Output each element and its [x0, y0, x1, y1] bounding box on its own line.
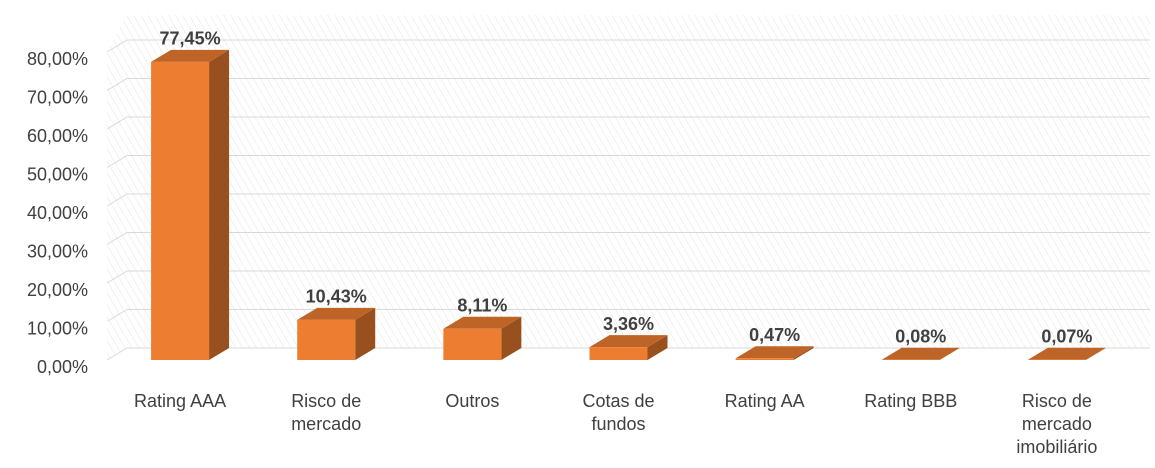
back-wall [107, 15, 1150, 360]
grid-line [106, 193, 1150, 207]
bar-side [209, 49, 230, 360]
bar [589, 335, 668, 360]
grid-line [106, 309, 1150, 322]
grid-line [106, 270, 1150, 284]
value-label: 0,47% [749, 325, 800, 345]
value-label: 77,45% [160, 29, 221, 49]
bar-side [501, 316, 522, 360]
y-tick-label: 80,00% [27, 49, 88, 69]
bar [1027, 347, 1106, 360]
bar-side [355, 307, 376, 360]
value-label: 0,07% [1041, 326, 1092, 346]
bar-front [735, 358, 794, 360]
bar-top [151, 49, 230, 62]
y-tick-label: 20,00% [27, 280, 88, 300]
y-tick-label: 40,00% [27, 203, 88, 223]
grid-line [106, 232, 1150, 245]
y-tick-label: 30,00% [27, 241, 88, 261]
value-label: 3,36% [603, 314, 654, 334]
bar-top [589, 335, 668, 348]
bar-front [443, 328, 502, 360]
value-label: 8,11% [457, 296, 507, 316]
bar-side [647, 335, 668, 360]
x-tick-label: Risco de mercado imobiliário [1016, 391, 1098, 457]
x-tick-label: Rating BBB [864, 391, 958, 411]
y-tick-label: 10,00% [27, 318, 88, 338]
x-tick-label: Rating AA [724, 391, 805, 411]
grid-line [106, 39, 1150, 53]
bar [443, 316, 522, 360]
value-label: 0,08% [895, 326, 946, 346]
bar-front [297, 319, 356, 360]
bar-top [735, 346, 814, 359]
x-tick-label: Outros [445, 391, 500, 411]
bar-side [793, 346, 814, 360]
bar [151, 49, 230, 360]
bar-top [443, 316, 522, 329]
bar-side [939, 347, 960, 360]
y-tick-label: 70,00% [27, 87, 88, 107]
grid-line [106, 116, 1150, 130]
value-label: 10,43% [306, 287, 367, 307]
bar-top [297, 307, 376, 320]
x-tick-label: Rating AAA [134, 391, 227, 411]
bar-front [151, 61, 210, 360]
grid-line [106, 155, 1150, 168]
y-tick-label: 0,00% [37, 357, 88, 377]
bar [297, 307, 376, 360]
bar-side [1085, 347, 1106, 360]
bar [735, 346, 814, 360]
bar-top [1027, 347, 1106, 360]
x-tick-label: Risco de mercado [291, 391, 362, 434]
y-tick-label: 60,00% [27, 126, 88, 146]
x-tick-label: Cotas de fundos [582, 391, 655, 434]
bar [881, 347, 960, 360]
bar-top [881, 347, 960, 360]
y-tick-label: 50,00% [27, 164, 88, 184]
bar-front [589, 347, 648, 360]
grid-line [106, 78, 1150, 91]
